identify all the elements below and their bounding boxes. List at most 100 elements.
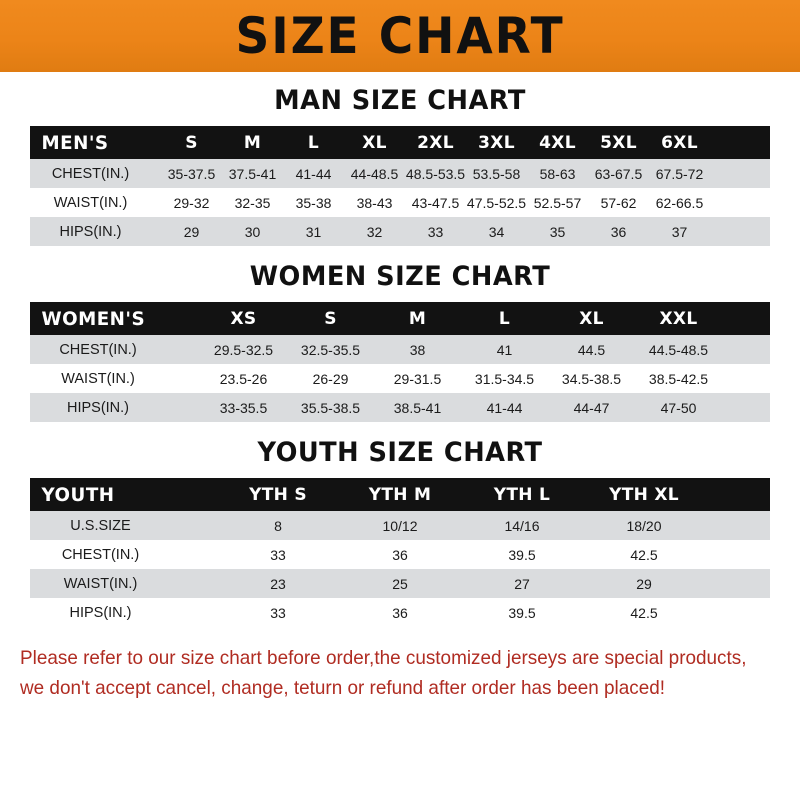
table-cell: 18/20 bbox=[626, 517, 662, 534]
section-title-youth: YOUTH SIZE CHART bbox=[257, 437, 543, 468]
table-cell: 58-63 bbox=[539, 165, 576, 182]
table-cell: 38.5-41 bbox=[393, 399, 442, 416]
table-cell: 34 bbox=[488, 223, 505, 240]
column-header: XXL bbox=[659, 308, 698, 329]
column-header: XS bbox=[230, 308, 257, 329]
row-cells: 23.5-26 26-29 29-31.5 31.5-34.5 34.5-38.… bbox=[170, 371, 770, 387]
table-cell: 38-43 bbox=[356, 194, 393, 211]
table-cell: 33 bbox=[427, 223, 444, 240]
row-cells: 23 25 27 29 bbox=[175, 576, 770, 592]
table-cell: 47.5-52.5 bbox=[466, 194, 527, 211]
table-row: WAIST(IN.) 23.5-26 26-29 29-31.5 31.5-34… bbox=[30, 364, 770, 393]
row-label: WAIST(IN.) bbox=[63, 575, 138, 592]
table-row: WAIST(IN.) 23 25 27 29 bbox=[30, 569, 770, 598]
row-cells: 29.5-32.5 32.5-35.5 38 41 44.5 44.5-48.5 bbox=[170, 342, 770, 358]
column-header: YTH L bbox=[493, 484, 551, 505]
table-cell: 31 bbox=[305, 223, 322, 240]
table-cell: 43-47.5 bbox=[411, 194, 460, 211]
table-cell: 38.5-42.5 bbox=[648, 370, 709, 387]
column-header: 2XL bbox=[417, 132, 454, 153]
row-cells: 35-37.5 37.5-41 41-44 44-48.5 48.5-53.5 … bbox=[155, 166, 770, 182]
row-cells: 33 36 39.5 42.5 bbox=[175, 547, 770, 563]
table-cell: 41 bbox=[496, 341, 513, 358]
table-corner-label: WOMEN'S bbox=[41, 307, 146, 330]
table-cell: 35 bbox=[549, 223, 566, 240]
column-header: M bbox=[243, 132, 262, 153]
table-cell: 33 bbox=[270, 604, 286, 621]
column-header: XL bbox=[579, 308, 604, 329]
column-header: 6XL bbox=[661, 132, 698, 153]
table-cell: 44.5 bbox=[577, 341, 606, 358]
row-label: HIPS(IN.) bbox=[66, 399, 130, 416]
table-cell: 67.5-72 bbox=[655, 165, 704, 182]
row-label: CHEST(IN.) bbox=[51, 165, 130, 182]
table-youth: YOUTH YTH S YTH M YTH L YTH XL U.S.SIZE … bbox=[30, 478, 770, 627]
column-header: M bbox=[408, 308, 427, 329]
table-women: WOMEN'S XS S M L XL XXL CHEST(IN.) 29.5-… bbox=[30, 302, 770, 422]
column-header: YTH S bbox=[249, 484, 307, 505]
table-cell: 44-47 bbox=[573, 399, 610, 416]
table-corner-label: MEN'S bbox=[41, 131, 109, 154]
table-cell: 38 bbox=[409, 341, 426, 358]
row-cells: 8 10/12 14/16 18/20 bbox=[175, 518, 770, 534]
table-cell: 41-44 bbox=[295, 165, 332, 182]
column-header: 4XL bbox=[539, 132, 576, 153]
page-title: SIZE CHART bbox=[235, 7, 565, 65]
table-cell: 35-38 bbox=[295, 194, 332, 211]
table-cell: 39.5 bbox=[508, 546, 536, 563]
disclaimer-line-1: Please refer to our size chart before or… bbox=[20, 647, 747, 669]
header-cells: S M L XL 2XL 3XL 4XL 5XL 6XL bbox=[155, 133, 770, 153]
header-cells: XS S M L XL XXL bbox=[170, 309, 770, 329]
row-cells: 29 30 31 32 33 34 35 36 37 bbox=[155, 224, 770, 240]
table-cell: 42.5 bbox=[630, 546, 658, 563]
section-man-size-chart: MAN SIZE CHART MEN'S S M L XL 2XL 3XL 4X… bbox=[0, 72, 800, 246]
table-cell: 32-35 bbox=[234, 194, 271, 211]
column-header: 5XL bbox=[600, 132, 637, 153]
table-row: CHEST(IN.) 33 36 39.5 42.5 bbox=[30, 540, 770, 569]
table-cell: 44.5-48.5 bbox=[648, 341, 709, 358]
column-header: L bbox=[498, 308, 511, 329]
table-header-row: MEN'S S M L XL 2XL 3XL 4XL 5XL 6XL bbox=[30, 126, 770, 159]
table-men: MEN'S S M L XL 2XL 3XL 4XL 5XL 6XL CHEST… bbox=[30, 126, 770, 246]
table-cell: 14/16 bbox=[504, 517, 540, 534]
table-cell: 62-66.5 bbox=[655, 194, 704, 211]
table-header-row: WOMEN'S XS S M L XL XXL bbox=[30, 302, 770, 335]
table-cell: 32.5-35.5 bbox=[300, 341, 361, 358]
table-cell: 10/12 bbox=[382, 517, 418, 534]
table-cell: 26-29 bbox=[312, 370, 349, 387]
row-label: WAIST(IN.) bbox=[61, 370, 135, 387]
table-cell: 36 bbox=[610, 223, 627, 240]
header-cells: YTH S YTH M YTH L YTH XL bbox=[175, 485, 770, 505]
column-header: YTH XL bbox=[609, 484, 679, 505]
row-label: CHEST(IN.) bbox=[61, 546, 140, 563]
table-cell: 29-31.5 bbox=[393, 370, 442, 387]
column-header: XL bbox=[362, 132, 387, 153]
page-banner: SIZE CHART bbox=[0, 0, 800, 72]
table-cell: 53.5-58 bbox=[472, 165, 521, 182]
table-cell: 52.5-57 bbox=[533, 194, 582, 211]
row-label: HIPS(IN.) bbox=[59, 223, 122, 240]
table-cell: 42.5 bbox=[630, 604, 658, 621]
table-cell: 48.5-53.5 bbox=[405, 165, 466, 182]
table-cell: 27 bbox=[514, 575, 530, 592]
table-cell: 34.5-38.5 bbox=[561, 370, 622, 387]
table-corner-label: YOUTH bbox=[41, 483, 115, 506]
table-cell: 35-37.5 bbox=[167, 165, 216, 182]
table-cell: 33-35.5 bbox=[219, 399, 268, 416]
section-youth-size-chart: YOUTH SIZE CHART YOUTH YTH S YTH M YTH L… bbox=[0, 422, 800, 627]
table-cell: 23 bbox=[270, 575, 286, 592]
column-header: YTH M bbox=[368, 484, 432, 505]
table-header-row: YOUTH YTH S YTH M YTH L YTH XL bbox=[30, 478, 770, 511]
table-cell: 39.5 bbox=[508, 604, 536, 621]
table-cell: 29 bbox=[183, 223, 200, 240]
row-cells: 33-35.5 35.5-38.5 38.5-41 41-44 44-47 47… bbox=[170, 400, 770, 416]
table-cell: 31.5-34.5 bbox=[474, 370, 535, 387]
section-title-man: MAN SIZE CHART bbox=[274, 85, 526, 116]
table-row: HIPS(IN.) 29 30 31 32 33 34 35 36 37 bbox=[30, 217, 770, 246]
column-header: S bbox=[324, 308, 337, 329]
column-header: 3XL bbox=[478, 132, 515, 153]
row-cells: 33 36 39.5 42.5 bbox=[175, 605, 770, 621]
table-cell: 23.5-26 bbox=[219, 370, 268, 387]
row-label: HIPS(IN.) bbox=[69, 604, 132, 621]
table-cell: 29 bbox=[636, 575, 652, 592]
